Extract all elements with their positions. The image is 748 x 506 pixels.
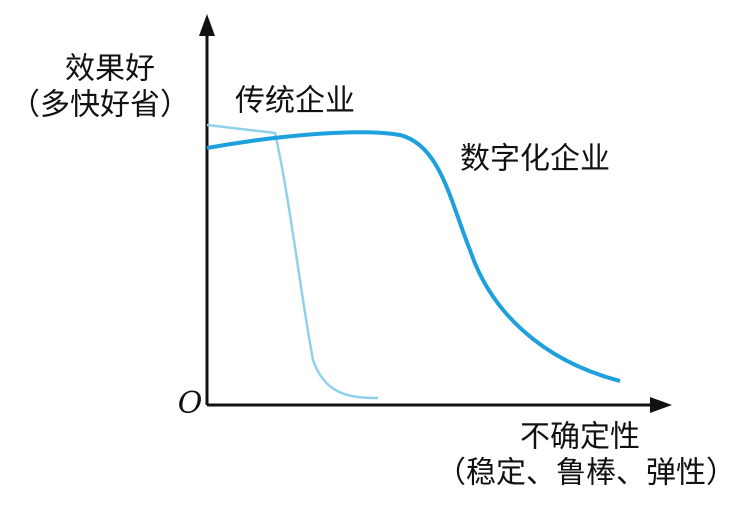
traditional-curve — [206, 123, 379, 400]
x-arrow — [650, 397, 672, 413]
digital-curve — [206, 130, 621, 383]
curve-label: 数字化企业 — [460, 142, 610, 177]
y-label: 效果好 — [65, 52, 155, 87]
y-arrow — [199, 14, 215, 36]
origin: O — [178, 386, 203, 421]
x-label: 不确定性 — [520, 420, 640, 455]
x-sublabel: （稳定、鲁棒、弹性） — [436, 456, 736, 491]
curve-label: 传统企业 — [235, 84, 355, 119]
y-sublabel: （多快好省） — [10, 88, 190, 123]
